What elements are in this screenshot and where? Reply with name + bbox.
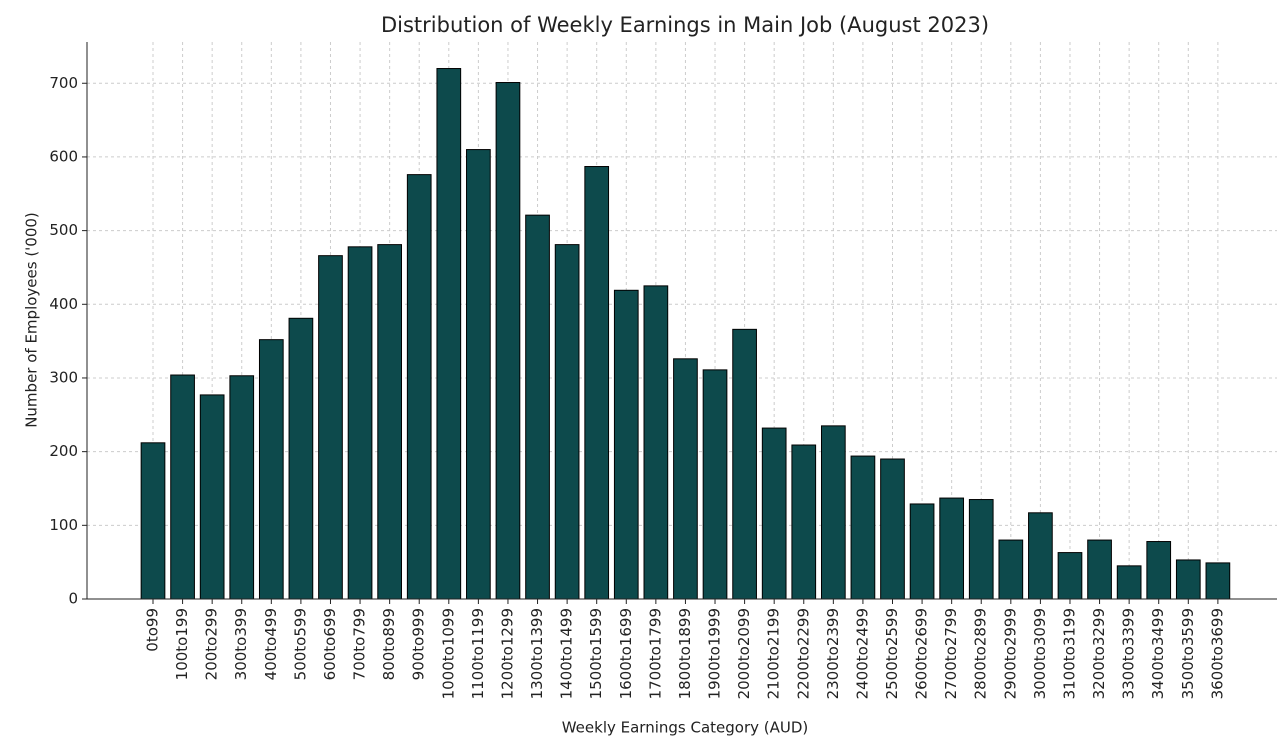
x-tick-label: 3000to3099 [1031, 608, 1049, 699]
bar [791, 444, 817, 600]
y-tick-label: 200 [49, 442, 78, 460]
x-tick-label: 3600to3699 [1208, 608, 1226, 699]
y-tick-label: 700 [49, 74, 78, 92]
bar [436, 68, 462, 600]
x-tick-label: 2800to2899 [972, 608, 990, 699]
bar [613, 289, 639, 600]
x-tick-label: 2600to2699 [913, 608, 931, 699]
bar [1175, 559, 1201, 600]
x-tick-label: 3200to3299 [1090, 608, 1108, 699]
bar [1028, 512, 1053, 600]
x-tick-label: 2000to2099 [735, 608, 753, 699]
bar [1057, 552, 1083, 600]
x-tick-label: 700to799 [351, 608, 369, 680]
bar [199, 394, 225, 600]
y-axis-label: Number of Employees ('000) [23, 212, 41, 428]
bar [377, 244, 402, 600]
bar [909, 503, 935, 600]
x-tick-label: 2300to2399 [824, 608, 842, 699]
bar [525, 214, 550, 600]
bar [820, 425, 846, 600]
x-tick-label: 2900to2999 [1001, 608, 1019, 699]
x-tick-label: 1900to1999 [706, 608, 724, 699]
x-tick-label: 2500to2599 [883, 608, 901, 699]
bar [554, 244, 580, 600]
bar [968, 499, 994, 600]
x-tick-label: 1200to1299 [498, 608, 516, 699]
bar [406, 174, 432, 600]
bar [1087, 539, 1112, 600]
bar [643, 285, 669, 600]
y-tick-label: 400 [49, 295, 78, 313]
bar [880, 458, 905, 600]
x-tick-label: 1800to1899 [676, 608, 694, 699]
y-tick-label: 100 [49, 516, 78, 534]
x-tick-label: 1300to1399 [528, 608, 546, 699]
x-tick-label: 200to299 [203, 608, 221, 680]
bar [1205, 562, 1231, 600]
bar [732, 328, 757, 600]
x-tick-label: 300to399 [232, 608, 250, 680]
bar [347, 246, 373, 600]
x-tick-label: 1100to1199 [469, 608, 487, 699]
bar [584, 166, 610, 600]
x-axis-label: Weekly Earnings Category (AUD) [562, 719, 809, 737]
bar [495, 82, 521, 600]
x-tick-label: 1500to1599 [587, 608, 605, 699]
bar [1116, 565, 1142, 600]
bar [170, 374, 195, 600]
y-tick-label: 0 [68, 590, 78, 608]
x-tick-label: 1400to1499 [558, 608, 576, 699]
x-tick-label: 400to499 [262, 608, 280, 680]
x-tick-label: 800to899 [380, 608, 398, 680]
bar [466, 149, 491, 600]
bar [761, 427, 787, 600]
bar [850, 455, 876, 600]
x-tick-label: 1000to1099 [439, 608, 457, 699]
x-tick-label: 1700to1799 [646, 608, 664, 699]
bar [318, 255, 343, 600]
bar [258, 339, 284, 600]
y-tick-label: 300 [49, 368, 78, 386]
x-tick-label: 2200to2299 [794, 608, 812, 699]
bar [939, 497, 965, 600]
x-tick-label: 2400to2499 [853, 608, 871, 699]
x-tick-label: 3300to3399 [1120, 608, 1138, 699]
x-tick-label: 3500to3599 [1179, 608, 1197, 699]
chart-title: Distribution of Weekly Earnings in Main … [381, 13, 989, 37]
bar [673, 358, 698, 600]
bar [229, 375, 255, 600]
x-tick-label: 0to99 [144, 608, 162, 652]
x-tick-label: 600to699 [321, 608, 339, 680]
bar [702, 369, 728, 600]
x-tick-label: 3400to3499 [1149, 608, 1167, 699]
y-tick-label: 500 [49, 221, 78, 239]
x-tick-label: 2100to2199 [765, 608, 783, 699]
x-tick-label: 900to999 [410, 608, 428, 680]
x-tick-label: 500to599 [291, 608, 309, 680]
bar [140, 442, 166, 600]
bar [1146, 541, 1172, 600]
x-tick-label: 3100to3199 [1060, 608, 1078, 699]
bar [288, 317, 314, 600]
bar [998, 539, 1024, 600]
x-tick-label: 2700to2799 [942, 608, 960, 699]
x-tick-label: 100to199 [173, 608, 191, 680]
y-tick-label: 600 [49, 147, 78, 165]
x-tick-label: 1600to1699 [617, 608, 635, 699]
